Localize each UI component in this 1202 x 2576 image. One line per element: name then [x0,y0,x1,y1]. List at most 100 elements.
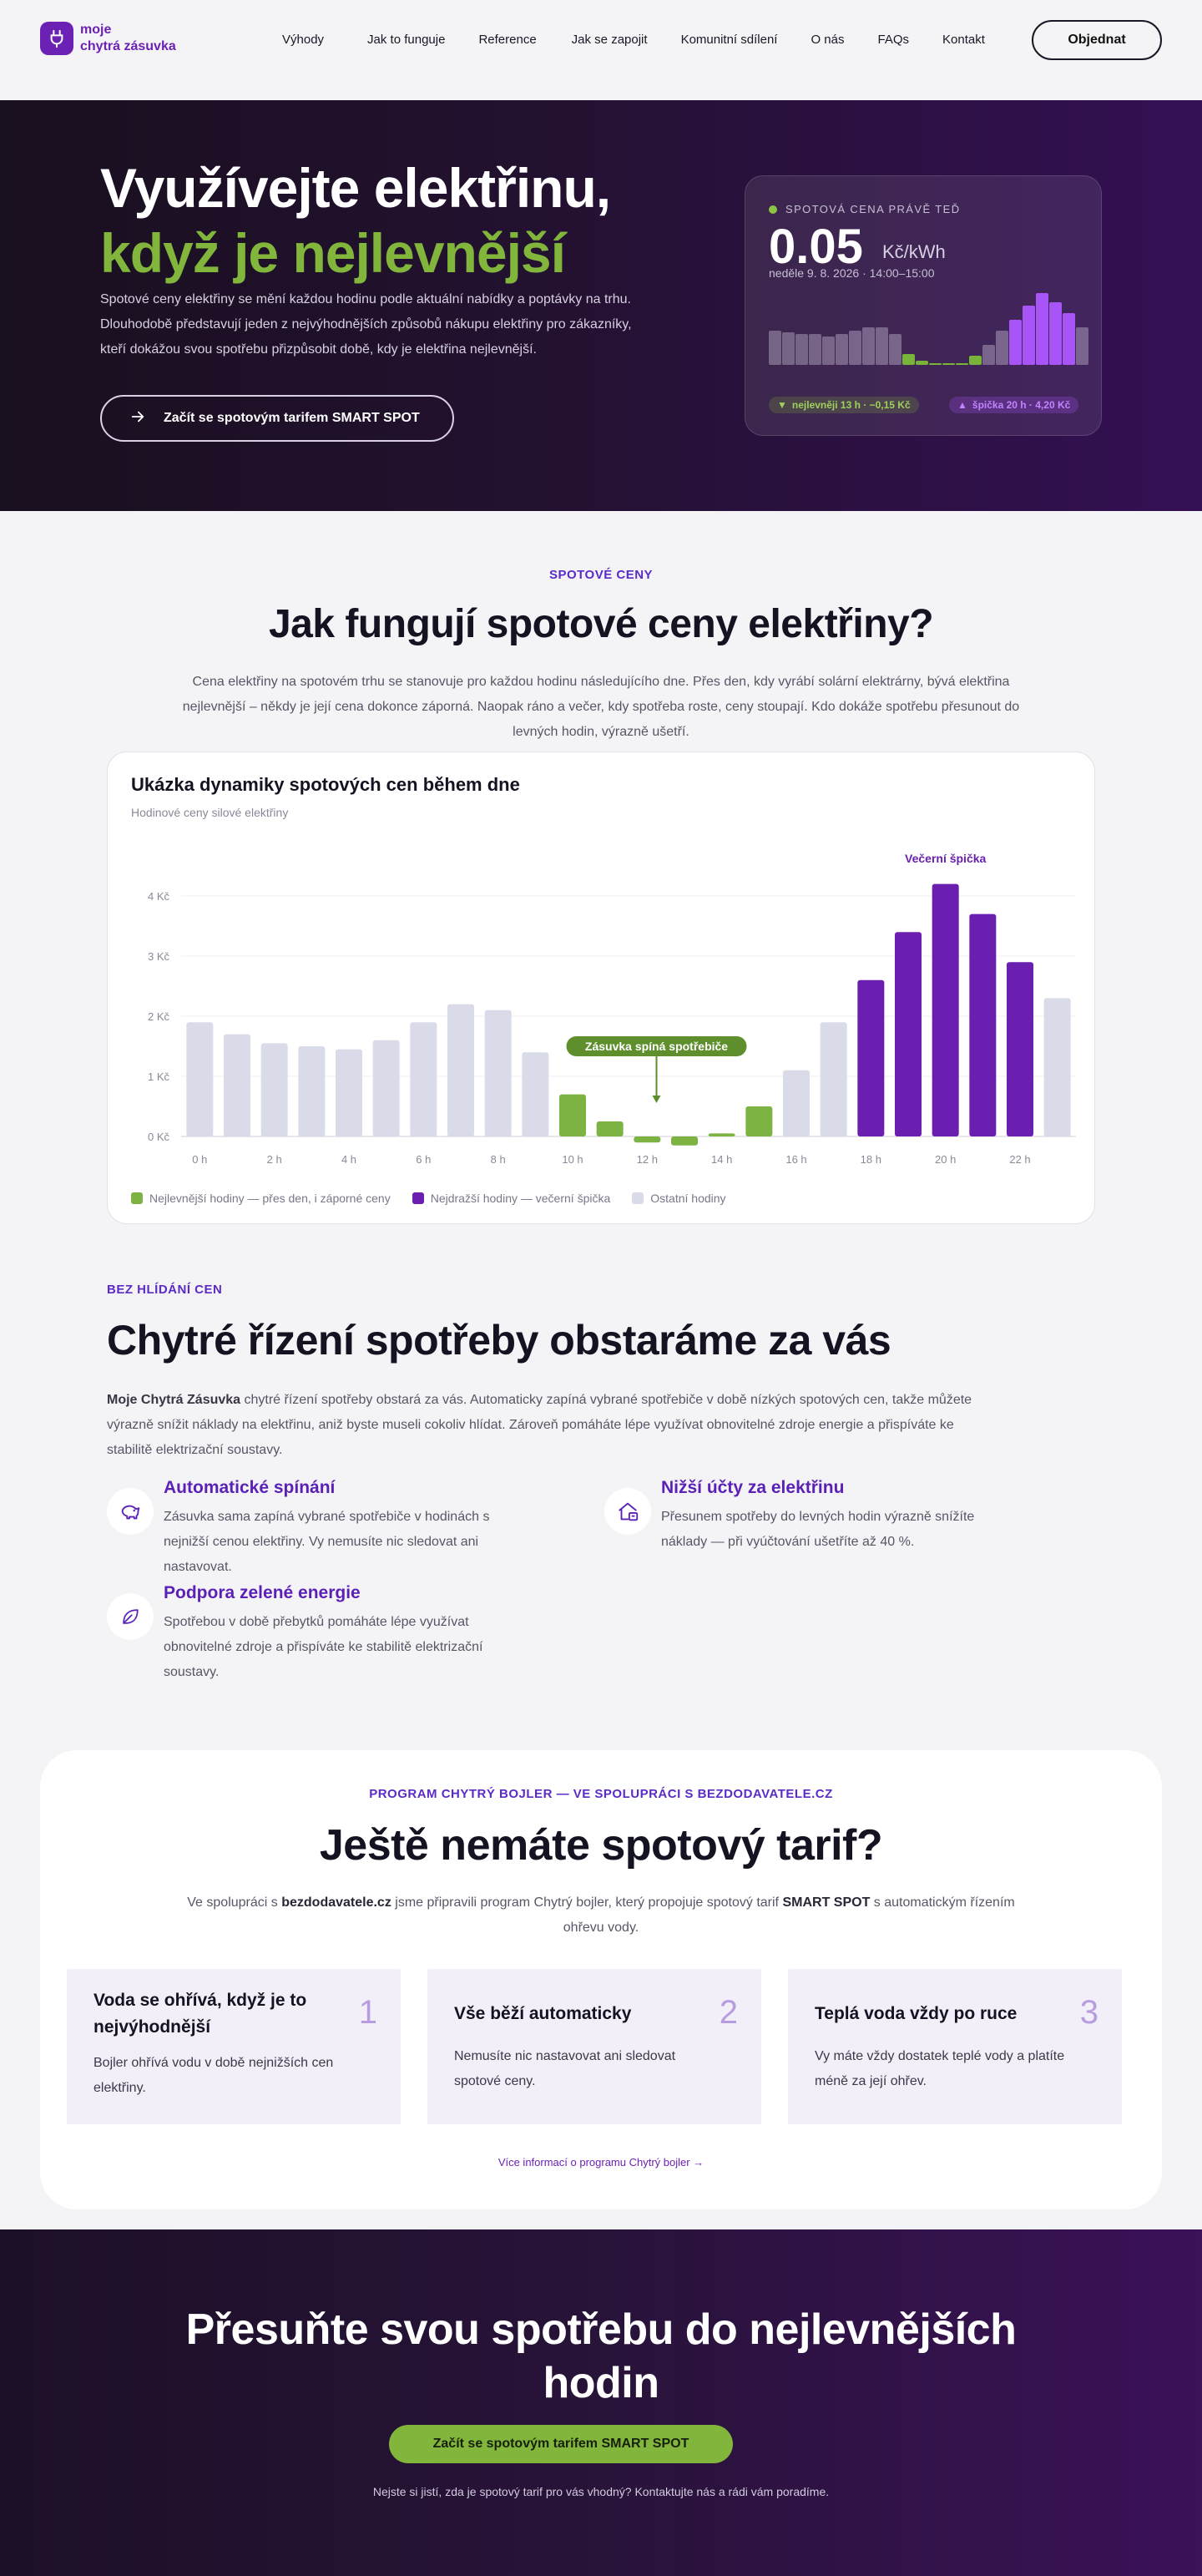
house-bill-icon [604,1488,651,1535]
price-card-label-text: SPOTOVÁ CENA PRÁVĚ TEĎ [785,203,961,215]
hero-section: Využívejte elektřinu, když je nejlevnějš… [0,100,1202,511]
live-dot-icon [769,205,777,214]
boiler-card: 2 Vše běží automaticky Nemusíte nic nast… [427,1969,761,2124]
site-header: moje chytrá zásuvka Výhody Jak to funguj… [0,0,1202,100]
chart-bar [298,1046,326,1136]
mini-price-bar [942,363,955,365]
chart-bar [1043,998,1071,1136]
mini-price-bar [1076,326,1088,365]
mini-price-bar [956,362,968,365]
chart-bar [783,1070,810,1136]
nav-item-vyhody[interactable]: Výhody [282,33,325,47]
feature-automatic: Automatické spínání Zásuvka sama zapíná … [107,1478,541,1578]
cta-note: Nejste si jistí, zda je spotový tarif pr… [372,2485,830,2498]
y-tick-label: 0 Kč [148,1131,170,1143]
chart-bar [969,913,997,1136]
mini-price-bar [769,331,781,365]
x-tick-label: 20 h [935,1153,956,1166]
spot-price-card: SPOTOVÁ CENA PRÁVĚ TEĎ 0.05 Kč/kWh neděl… [745,175,1102,436]
smart-text-brand: Moje Chytrá Zásuvka [107,1393,241,1407]
y-tick-label: 2 Kč [148,1010,170,1023]
hero-title-line1: Využívejte elektřinu, [100,157,611,219]
boiler-text-tariff: SMART SPOT [782,1895,871,1910]
chart-bar [224,1034,250,1136]
mini-price-bar [969,356,982,365]
boiler-text-partner: bezdodavatele.cz [281,1895,391,1910]
cheapest-hour-badge: ▼ nejlevněji 13 h · −0,15 Kč [769,397,919,413]
chart-bar [410,1022,437,1136]
y-tick-label: 1 Kč [148,1070,170,1083]
boiler-card: 3 Teplá voda vždy po ruce Vy máte vždy d… [788,1969,1122,2124]
chart-bar [932,883,959,1136]
hero-cta-button[interactable]: Začít se spotovým tarifem SMART SPOT [100,395,454,442]
legend-swatch-cheap [131,1192,143,1204]
legend-swatch-expensive [412,1192,424,1204]
price-chart-card: Ukázka dynamiky spotových cen během dne … [107,752,1095,1224]
cheapest-hour-text: nejlevněji 13 h · −0,15 Kč [791,399,911,411]
nav-item-komunitni-sdileni[interactable]: Komunitní sdílení [680,33,778,47]
hero-text: Spotové ceny elektřiny se mění každou ho… [100,292,632,357]
leaf-icon [107,1593,154,1640]
boiler-text: Ve spolupráci s bezdodavatele.cz jsme př… [184,1890,1018,1941]
x-tick-label: 16 h [785,1153,806,1166]
x-tick-label: 10 h [562,1153,583,1166]
logo-line2: chytrá zásuvka [80,39,176,53]
feature-title: Automatické spínání [164,1478,336,1497]
x-tick-label: 18 h [861,1153,881,1166]
logo-line1: moje [80,23,112,37]
nav-item-jak-to-funguje[interactable]: Jak to funguje [367,33,446,47]
chart-legend: Nejlevnější hodiny — přes den, i záporné… [131,1192,726,1205]
chart-bar [447,1004,474,1136]
order-button[interactable]: Objednat [1032,20,1162,60]
mini-price-bar [1009,320,1022,365]
mini-price-bar [889,334,902,365]
x-tick-label: 8 h [491,1153,506,1166]
boiler-more-info-link[interactable]: Více informací o programu Chytrý bojler … [497,2156,705,2169]
mini-price-bar [902,354,915,365]
nav-item-faqs[interactable]: FAQs [877,33,910,47]
nav-item-o-nas[interactable]: O nás [811,33,845,47]
boiler-card-title: Teplá voda vždy po ruce [815,2004,1018,2023]
chart-bar [596,1121,624,1136]
boiler-text-post: s automatickým řízením ohřevu vody. [563,1895,1015,1935]
mini-price-bar [822,336,835,365]
mini-price-bar [1063,312,1075,365]
hero-title-line2: když je nejlevnější [100,222,566,284]
logo[interactable]: moje chytrá zásuvka [40,22,176,55]
x-tick-label: 12 h [637,1153,658,1166]
spot-eyebrow: SPOTOVÉ CENY [548,568,654,582]
legend-swatch-other [632,1192,644,1204]
mini-price-bar [982,345,995,365]
final-cta-section: Přesuňte svou spotřebu do nejlevnějších … [0,2229,1202,2576]
spot-title: Jak fungují spotové ceny elektřiny? [268,602,934,646]
x-tick-label: 22 h [1009,1153,1030,1166]
cta-button[interactable]: Začít se spotovým tarifem SMART SPOT [389,2425,733,2463]
feature-lower-bills: Nižší účty za elektřinu Přesunem spotřeb… [604,1478,1038,1553]
mini-price-bar [782,332,795,365]
mini-price-bar [809,334,821,365]
nav-item-jak-se-zapojit[interactable]: Jak se zapojit [571,33,648,47]
chart-bar [745,1106,773,1136]
x-tick-label: 4 h [341,1153,356,1166]
mini-price-bar [1036,293,1048,365]
legend-item-cheap: Nejlevnější hodiny — přes den, i záporné… [131,1192,391,1205]
nav-item-reference[interactable]: Reference [478,33,537,47]
mini-price-chart [769,288,1101,365]
chart-subtitle: Hodinové ceny silové elektřiny [131,806,289,819]
peak-hour-text: špička 20 h · 4,20 Kč [972,399,1071,411]
feature-title: Nižší účty za elektřinu [661,1478,845,1497]
legend-item-other: Ostatní hodiny [632,1192,726,1205]
cta-title: Přesuňte svou spotřebu do nejlevnějších … [185,2305,1017,2407]
legend-label-expensive: Nejdražší hodiny — večerní špička [430,1192,611,1205]
smart-text: Moje Chytrá Zásuvka chytré řízení spotře… [107,1388,975,1463]
switch-annotation-arrowhead [652,1096,661,1103]
chart-bar [484,1010,512,1136]
x-tick-label: 6 h [416,1153,431,1166]
mini-price-bar [916,360,928,365]
chart-bar [895,932,922,1136]
y-tick-label: 3 Kč [148,950,170,963]
chart-bar [857,979,885,1136]
triangle-up-icon: ▲ [957,399,967,411]
nav-item-kontakt[interactable]: Kontakt [942,33,985,47]
